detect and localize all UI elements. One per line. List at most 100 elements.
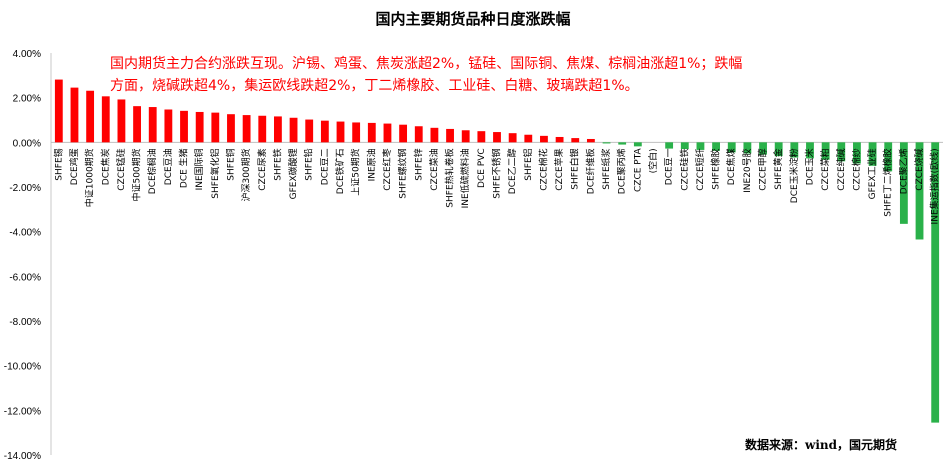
x-tick-label: CZCE棉花 (537, 148, 549, 190)
bar (633, 142, 642, 147)
bar (367, 122, 376, 143)
x-tick-label: SHFE铝 (522, 148, 534, 180)
x-tick-label: SHFE锡 (53, 148, 64, 180)
x-tick-label: 沪深300期货 (240, 148, 252, 201)
bar (242, 115, 251, 143)
x-tick-label: SHFE螺纹钢 (397, 148, 409, 198)
x-tick-label: SHFE纸浆 (600, 148, 612, 189)
bar (430, 127, 439, 143)
x-tick-label: DCE PVC (477, 148, 487, 188)
annotation-line-2: 方面，烧碱跌超4%，集运欧线跌超2%，丁二烯橡胶、工业硅、白糖、玻璃跌超1%。 (110, 77, 639, 94)
x-tick-label: CZCE红枣 (381, 148, 393, 190)
y-tick-label: -2.00% (9, 183, 41, 194)
x-tick-label: SHFE铁 (271, 148, 283, 180)
x-tick-label: DCE纤维板 (584, 148, 596, 194)
bar (305, 119, 314, 143)
bar (727, 142, 736, 153)
y-tick-label: -6.00% (9, 272, 41, 283)
x-tick-label: DCE豆二 (319, 148, 330, 185)
y-tick-label: -14.00% (4, 451, 41, 462)
bar (70, 87, 79, 143)
bar (399, 124, 408, 143)
x-tick-label: SHFE铜 (224, 148, 236, 180)
x-tick-label: CZCE菜油 (428, 148, 440, 190)
x-tick-label: 中证1000期货 (84, 148, 96, 207)
x-tick-label: SHFE氧化铝 (209, 148, 221, 198)
x-tick-label: CZCE PTA (633, 147, 643, 192)
bar (101, 96, 110, 143)
bar (884, 142, 893, 172)
x-tick-label: SHFE铅 (303, 148, 315, 180)
x-tick-label: DCE焦煤 (725, 148, 737, 185)
x-tick-label: SHFE橡胶 (710, 148, 722, 189)
x-tick-label: DCE鸡蛋 (68, 148, 80, 185)
x-tick-label: INE原油 (365, 148, 377, 181)
bar (931, 142, 940, 423)
bar (274, 116, 282, 143)
x-tick-label: CZCE棉纱 (850, 148, 862, 190)
x-tick-label: CZCE菜粕 (819, 148, 831, 190)
x-tick-label: INE集运指数(欧线) (929, 148, 941, 224)
bar (868, 142, 877, 166)
bar (680, 142, 689, 150)
bar (540, 135, 548, 143)
bar-layer (54, 79, 940, 423)
x-tick-label: CZCE短纤 (694, 148, 706, 190)
annotation-line-1: 国内期货主力合约涨跌互现。沪锡、鸡蛋、焦炭涨超2%，锰硅、国际铜、焦煤、棕榈油涨… (110, 55, 742, 72)
bar (571, 138, 580, 143)
x-tick-label: CZCE锰硅 (115, 148, 127, 190)
x-tick-label: DCE豆油 (162, 148, 174, 185)
bar (164, 109, 173, 143)
y-tick-label: -12.00% (4, 406, 41, 417)
bar (602, 142, 611, 144)
x-tick-label: SHFE白银 (569, 148, 581, 189)
bar (618, 142, 627, 145)
x-tick-label: DCE豆一 (664, 148, 675, 185)
bar (336, 121, 345, 143)
x-tick-label: SHFE不锈钢 (491, 148, 503, 198)
x-tick-label: GFEX工业硅 (866, 148, 878, 199)
x-tick-label: DCE焦炭 (99, 148, 111, 185)
bar (477, 131, 486, 143)
x-tick-label: CZCE硅铁 (678, 148, 690, 190)
bar (899, 142, 908, 224)
bar (853, 142, 861, 164)
bar (837, 142, 846, 162)
x-tick-label: INE20号胶 (741, 148, 753, 193)
x-tick-label: (空白) (647, 148, 659, 173)
x-tick-label: DCE聚丙烯 (616, 148, 628, 194)
x-tick-label: INE低硫燃料油 (459, 148, 471, 208)
bar (461, 130, 470, 143)
bar (289, 117, 298, 143)
bar (258, 115, 267, 143)
x-tick-label: SHFE锌 (412, 148, 424, 180)
bar (821, 142, 830, 160)
bar (383, 123, 392, 143)
bar (54, 79, 63, 143)
x-tick-label: CZCE纯碱 (835, 148, 847, 190)
x-tick-label: CZCE尿素 (256, 148, 268, 190)
bar (696, 142, 705, 150)
y-tick-label: 2.00% (13, 94, 41, 105)
chart-title: 国内主要期货品种日度涨跌幅 (375, 10, 570, 28)
x-tick-label: INE国际铜 (193, 148, 205, 190)
x-tick-label: GFEX碳酸锂 (287, 148, 299, 199)
bar (180, 110, 188, 143)
category-label-layer: SHFE锡 DCE鸡蛋 中证1000期货 DCE焦炭 CZCE锰硅 中证500期货 DCE棕… (53, 147, 940, 224)
x-tick-label: CZCE苹果 (553, 148, 565, 190)
y-tick-label: 0.00% (13, 138, 41, 149)
bar (493, 132, 501, 143)
x-tick-label: 中证500期货 (131, 148, 143, 201)
bar (117, 99, 126, 143)
bar (915, 142, 924, 240)
bar (320, 120, 329, 143)
axis-layer: 4.00% 2.00% 0.00% -2.00% -4.00% -6.00% -8.00% -… (4, 49, 943, 462)
x-tick-label: CZCE甲醇 (757, 148, 769, 190)
bar (86, 90, 95, 143)
bar (586, 138, 595, 143)
bar (352, 122, 361, 143)
x-tick-label: DCE玉米 (803, 148, 815, 185)
x-tick-label: DCE玉米淀粉 (788, 148, 800, 203)
bar (446, 128, 454, 143)
x-tick-label: DCE聚乙烯 (897, 148, 909, 194)
